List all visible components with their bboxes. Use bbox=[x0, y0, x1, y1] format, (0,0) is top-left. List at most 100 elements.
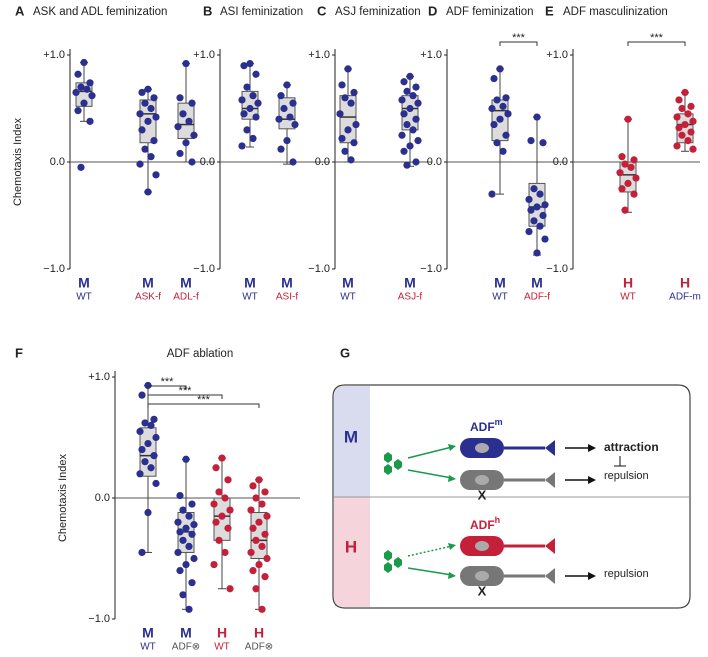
group-label: WT bbox=[620, 292, 636, 303]
data-point bbox=[539, 211, 547, 220]
data-point bbox=[138, 88, 146, 97]
group-label: WT bbox=[492, 292, 508, 303]
data-point bbox=[152, 479, 160, 488]
data-point bbox=[530, 185, 538, 193]
data-point bbox=[618, 185, 626, 193]
group-sex: M bbox=[78, 275, 90, 291]
data-point bbox=[347, 156, 355, 164]
data-point bbox=[488, 190, 496, 198]
neuron-sup: h bbox=[495, 515, 501, 525]
data-point bbox=[289, 99, 297, 107]
data-point bbox=[185, 542, 193, 551]
arrow bbox=[407, 469, 453, 479]
y-tick-label: +1.0 bbox=[546, 49, 568, 61]
group-sex: M bbox=[281, 275, 293, 291]
data-point bbox=[138, 391, 146, 399]
data-point bbox=[176, 528, 184, 536]
data-point bbox=[144, 439, 152, 448]
data-point bbox=[398, 96, 406, 104]
group-label: WT bbox=[214, 642, 230, 653]
nucleus bbox=[475, 571, 489, 581]
data-point bbox=[210, 500, 218, 508]
data-point bbox=[247, 548, 255, 557]
data-point bbox=[678, 131, 686, 139]
group-label: WT bbox=[242, 292, 258, 303]
group-sex: M bbox=[180, 275, 192, 291]
data-point bbox=[533, 249, 541, 257]
data-point bbox=[675, 96, 683, 104]
data-point bbox=[621, 206, 629, 214]
data-point bbox=[630, 156, 638, 164]
data-point bbox=[689, 117, 697, 125]
diagram: G M H ADFm X attraction repuls bbox=[332, 345, 691, 609]
data-point bbox=[280, 104, 288, 113]
synapse bbox=[545, 568, 555, 584]
data-point bbox=[136, 110, 144, 118]
data-point bbox=[190, 521, 198, 529]
data-point bbox=[261, 573, 269, 581]
data-point bbox=[77, 83, 85, 91]
y-axis-label: Chemotaxis Index bbox=[57, 453, 69, 542]
data-point bbox=[336, 110, 344, 118]
data-point bbox=[541, 235, 549, 243]
arrow bbox=[407, 545, 453, 557]
data-point bbox=[252, 494, 260, 502]
data-point bbox=[179, 110, 187, 118]
data-point bbox=[150, 137, 158, 145]
group-label: WT bbox=[140, 642, 156, 653]
data-point bbox=[86, 79, 94, 87]
data-point bbox=[624, 115, 632, 123]
data-point bbox=[150, 415, 158, 423]
data-point bbox=[533, 113, 541, 121]
data-point bbox=[240, 110, 248, 118]
data-point bbox=[618, 153, 626, 161]
panel-label: G bbox=[340, 345, 350, 360]
y-tick-label: −1.0 bbox=[546, 263, 568, 275]
data-point bbox=[182, 560, 190, 569]
data-point bbox=[403, 87, 411, 95]
data-point bbox=[176, 149, 184, 158]
data-point bbox=[283, 81, 291, 89]
data-point bbox=[341, 94, 349, 102]
y-tick-label: +1.0 bbox=[420, 49, 442, 61]
data-point bbox=[352, 120, 360, 129]
data-point bbox=[80, 99, 88, 107]
data-point bbox=[681, 88, 689, 97]
arrowhead bbox=[448, 572, 456, 579]
data-point bbox=[258, 605, 266, 613]
data-point bbox=[630, 190, 638, 198]
neuron-label: ADFm bbox=[470, 417, 503, 434]
data-point bbox=[277, 145, 285, 153]
group-label: WT bbox=[76, 292, 92, 303]
panel-title: ADF ablation bbox=[167, 348, 233, 360]
data-point bbox=[687, 102, 695, 110]
data-point bbox=[174, 518, 182, 526]
group-label: ADF⊗ bbox=[245, 642, 273, 653]
group-sex: M bbox=[180, 625, 192, 641]
data-point bbox=[188, 500, 196, 508]
arrowhead bbox=[448, 475, 456, 482]
output: repulsion bbox=[604, 470, 649, 482]
data-point bbox=[350, 88, 358, 97]
y-tick-label: 0.0 bbox=[315, 156, 330, 168]
sig-bracket bbox=[147, 394, 223, 399]
data-point bbox=[246, 104, 254, 113]
y-tick-label: −1.0 bbox=[88, 613, 110, 625]
data-point bbox=[147, 153, 155, 161]
data-point bbox=[182, 524, 190, 532]
data-point bbox=[179, 536, 187, 544]
data-point bbox=[240, 62, 248, 70]
data-point bbox=[188, 530, 196, 538]
data-point bbox=[144, 188, 152, 196]
y-tick-label: +1.0 bbox=[308, 49, 330, 61]
row-sex: M bbox=[344, 427, 358, 446]
data-point bbox=[263, 554, 271, 563]
data-point bbox=[179, 506, 187, 514]
data-point bbox=[150, 94, 158, 102]
data-point bbox=[289, 158, 297, 166]
data-point bbox=[188, 579, 196, 587]
data-point bbox=[291, 120, 299, 129]
data-point bbox=[83, 85, 91, 93]
y-tick-label: 0.0 bbox=[50, 156, 65, 168]
synapse bbox=[545, 472, 555, 488]
